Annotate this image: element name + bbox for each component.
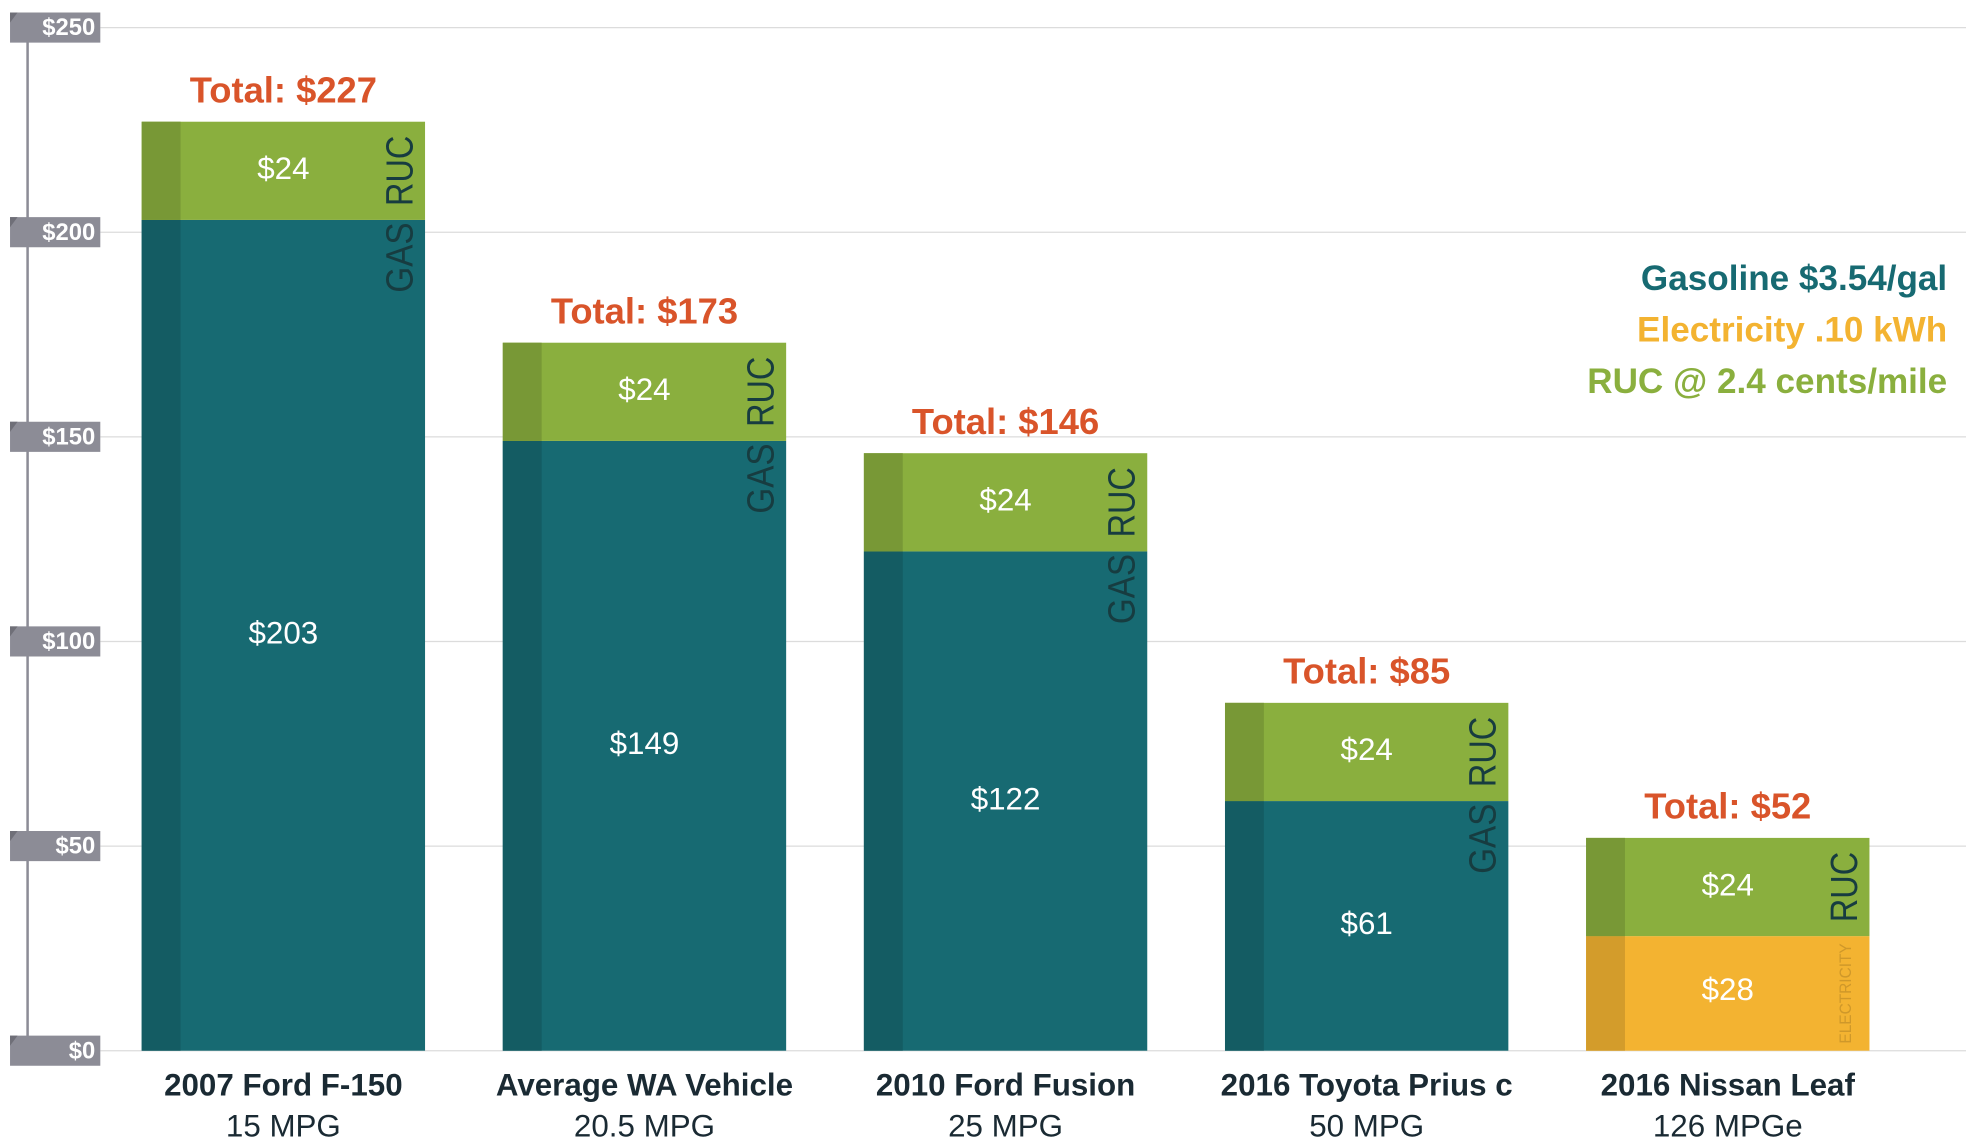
y-tick-label: $200 bbox=[42, 219, 95, 246]
y-tick-label: $50 bbox=[56, 833, 96, 860]
bar-segment bbox=[502, 342, 787, 441]
bar-strip bbox=[502, 440, 542, 1051]
y-tick-tag bbox=[10, 421, 101, 452]
segment-label: $24 bbox=[618, 372, 670, 407]
segment-label: $203 bbox=[249, 616, 319, 651]
bar-segment bbox=[1224, 801, 1509, 1051]
segment-tag: RUC bbox=[378, 136, 420, 206]
x-tick-label: 2010 Ford Fusion bbox=[876, 1067, 1135, 1102]
segment-label: $24 bbox=[257, 151, 309, 186]
total-label: Total: $173 bbox=[551, 290, 738, 331]
x-tick-label: Average WA Vehicle bbox=[496, 1067, 793, 1102]
y-tick-tag bbox=[10, 217, 101, 248]
legend-entry: Electricity .10 kWh bbox=[1637, 311, 1947, 350]
y-tick-label: $100 bbox=[42, 628, 95, 655]
total-label: Total: $146 bbox=[912, 401, 1099, 442]
y-tick-label: $150 bbox=[42, 423, 95, 450]
x-tick-sublabel: 20.5 MPG bbox=[574, 1109, 715, 1144]
bar-strip bbox=[1586, 837, 1625, 937]
segment-tag: RUC bbox=[1823, 852, 1865, 922]
y-tick-notch bbox=[10, 217, 18, 228]
segment-label: $122 bbox=[971, 781, 1041, 816]
bar-segment bbox=[1586, 837, 1870, 937]
x-tick-sublabel: 25 MPG bbox=[948, 1109, 1063, 1144]
bar-strip bbox=[1224, 801, 1264, 1051]
y-tick-notch bbox=[10, 1035, 18, 1046]
legend-entry: Gasoline $3.54/gal bbox=[1641, 259, 1947, 298]
bar-segment bbox=[502, 440, 787, 1051]
y-tick-notch bbox=[10, 12, 18, 23]
bar-strip bbox=[502, 342, 542, 441]
y-tick-notch bbox=[10, 421, 18, 432]
segment-label: $61 bbox=[1341, 906, 1393, 941]
segment-label: $28 bbox=[1702, 972, 1754, 1007]
segment-tag: RUC bbox=[1101, 467, 1143, 537]
bar-strip bbox=[1586, 936, 1625, 1051]
x-tick-sublabel: 15 MPG bbox=[226, 1109, 341, 1144]
segment-tag: ELECTRICITY bbox=[1837, 943, 1855, 1043]
bar-segment bbox=[141, 219, 426, 1051]
y-tick-label: $250 bbox=[42, 14, 95, 41]
bar-strip bbox=[863, 453, 903, 552]
bar-strip bbox=[141, 219, 181, 1051]
segment-tag: GAS bbox=[740, 443, 782, 513]
segment-label: $24 bbox=[979, 483, 1031, 518]
y-tick-notch bbox=[10, 831, 18, 842]
y-tick-tag bbox=[10, 12, 101, 43]
segment-label: $24 bbox=[1702, 867, 1754, 902]
total-label: Total: $227 bbox=[190, 69, 377, 110]
x-tick-label: 2016 Nissan Leaf bbox=[1601, 1067, 1856, 1102]
total-label: Total: $52 bbox=[1644, 786, 1811, 827]
x-tick-label: 2007 Ford F-150 bbox=[164, 1067, 403, 1102]
bar-segment bbox=[1586, 936, 1870, 1051]
bar-strip bbox=[863, 551, 903, 1051]
total-label: Total: $85 bbox=[1283, 651, 1450, 692]
x-tick-sublabel: 126 MPGe bbox=[1653, 1109, 1803, 1144]
bar-strip bbox=[1224, 702, 1264, 802]
bar-segment bbox=[863, 551, 1148, 1051]
bar-segment bbox=[141, 121, 426, 220]
bar-segment bbox=[863, 453, 1148, 552]
segment-tag: GAS bbox=[1101, 554, 1143, 624]
segment-tag: RUC bbox=[740, 357, 782, 427]
y-tick-tag bbox=[10, 831, 101, 862]
segment-tag: GAS bbox=[378, 222, 420, 292]
y-tick-tag bbox=[10, 1035, 101, 1066]
bar-segment bbox=[1224, 702, 1509, 802]
x-tick-label: 2016 Toyota Prius c bbox=[1221, 1067, 1513, 1102]
segment-label: $24 bbox=[1341, 732, 1393, 767]
x-tick-sublabel: 50 MPG bbox=[1309, 1109, 1424, 1144]
y-tick-label: $0 bbox=[69, 1037, 95, 1064]
segment-label: $149 bbox=[610, 726, 680, 761]
legend-entry: RUC @ 2.4 cents/mile bbox=[1587, 362, 1947, 401]
segment-tag: GAS bbox=[1462, 804, 1504, 874]
bar-strip bbox=[141, 121, 181, 220]
y-tick-tag bbox=[10, 626, 101, 657]
segment-tag: RUC bbox=[1462, 717, 1504, 787]
